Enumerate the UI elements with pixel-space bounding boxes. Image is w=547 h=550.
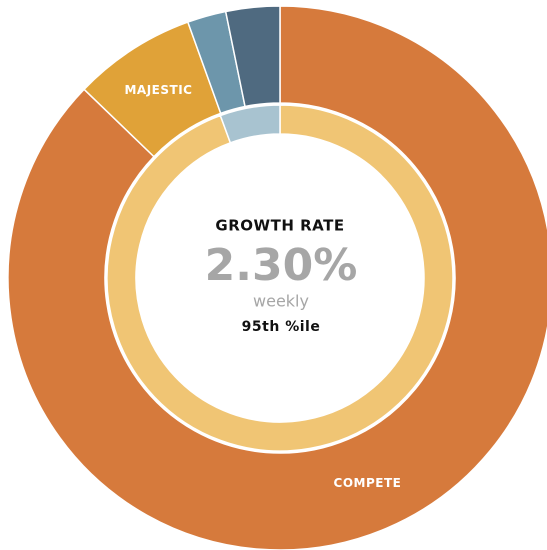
segment-label: MAJESTIC bbox=[124, 83, 192, 97]
center-value: 2.30% bbox=[205, 240, 358, 291]
donut-segment bbox=[219, 104, 281, 144]
donut-segment bbox=[106, 104, 454, 452]
center-note: 95th %ile bbox=[242, 319, 321, 335]
chart-title: GROWTH RATE bbox=[215, 217, 344, 235]
donut-segment bbox=[224, 5, 281, 108]
segment-label: COMPETE bbox=[334, 476, 402, 490]
center-caption: weekly bbox=[253, 292, 309, 311]
donut-segment bbox=[7, 5, 547, 550]
